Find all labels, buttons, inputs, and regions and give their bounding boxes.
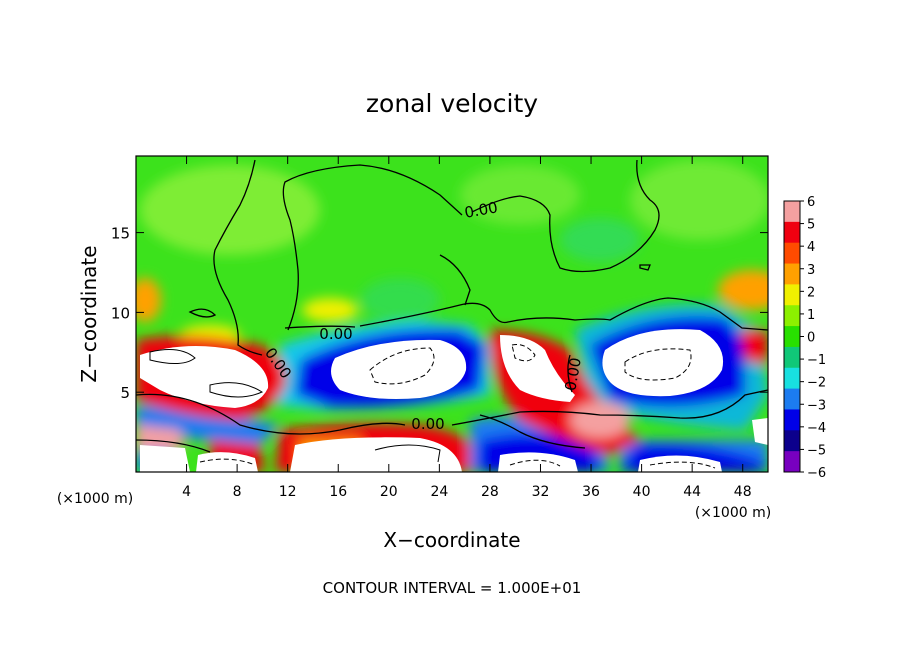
- x-axis-label: X−coordinate: [383, 528, 520, 552]
- contour-interval-note: CONTOUR INTERVAL = 1.000E+01: [323, 579, 582, 597]
- x-tick-label: 16: [329, 484, 347, 500]
- colorbar-swatch: [784, 409, 800, 431]
- y-tick-label: 15: [111, 225, 130, 243]
- x-tick-label: 24: [430, 484, 448, 500]
- x-tick-label: 48: [734, 484, 752, 500]
- colorbar-swatch: [784, 367, 800, 390]
- x-unit-left: (×1000 m): [57, 491, 133, 507]
- plot-area: 0.00 0.00 0.00 0.00 0.00: [136, 156, 768, 472]
- colorbar-tick-label: 0: [807, 331, 815, 346]
- colorbar-tick-label: 6: [807, 195, 815, 210]
- colorbar-tick-label: −6: [807, 466, 826, 481]
- contour-label: 0.00: [319, 325, 352, 343]
- colorbar-tick-label: 1: [807, 308, 815, 323]
- colorbar-swatch: [784, 263, 800, 285]
- y-axis: 5 10 15: [111, 225, 768, 402]
- contour-label: 0.00: [411, 415, 444, 433]
- x-tick-label: 40: [633, 484, 651, 500]
- zero-contours: [136, 159, 768, 453]
- y-axis-label: Z−coordinate: [77, 245, 101, 382]
- contour-label: 0.00: [463, 198, 499, 222]
- x-tick-label: 12: [279, 484, 297, 500]
- colorbar-tick-label: 3: [807, 263, 815, 278]
- x-unit-right: (×1000 m): [695, 505, 771, 521]
- y-tick-label: 5: [120, 384, 130, 402]
- colorbar-tick-label: −1: [807, 353, 826, 368]
- colorbar-swatch: [784, 221, 800, 244]
- colorbar-swatch: [784, 326, 800, 348]
- colorbar-swatch: [784, 242, 800, 265]
- colorbar-tick-label: 5: [807, 218, 815, 233]
- colorbar: 6 5 4 3 2 1 0 −1 −2 −3 −4 −5 −6: [783, 195, 826, 481]
- x-tick-label: 36: [582, 484, 600, 500]
- x-tick-label: 28: [481, 484, 499, 500]
- chart-title: zonal velocity: [366, 89, 538, 118]
- negative-contours: [199, 344, 716, 469]
- colorbar-swatch: [784, 451, 800, 473]
- colorbar-swatch: [784, 430, 800, 452]
- colorbar-tick-label: 2: [807, 285, 815, 300]
- x-tick-label: 4: [182, 484, 191, 500]
- colorbar-swatch: [784, 284, 800, 306]
- colorbar-tick-label: −2: [807, 376, 826, 391]
- colorbar-tick-label: −4: [807, 421, 826, 436]
- x-axis: 4 8 12 16 20 24 28 32 36 40 44 48: [182, 156, 752, 500]
- colorbar-swatch: [784, 201, 800, 223]
- x-tick-label: 32: [532, 484, 550, 500]
- y-tick-label: 10: [111, 304, 130, 322]
- colorbar-swatch: [784, 346, 800, 369]
- x-tick-label: 8: [233, 484, 242, 500]
- colorbar-tick-label: −5: [807, 443, 826, 458]
- x-tick-label: 44: [683, 484, 701, 500]
- positive-contours: [149, 349, 441, 463]
- x-tick-label: 20: [380, 484, 398, 500]
- colorbar-swatch: [784, 305, 800, 327]
- plot-frame: [135, 155, 769, 473]
- colorbar-tick-label: 4: [807, 240, 815, 255]
- colorbar-tick-label: −3: [807, 398, 826, 413]
- colorbar-swatch: [784, 388, 800, 410]
- contour-label: 0.00: [561, 356, 585, 392]
